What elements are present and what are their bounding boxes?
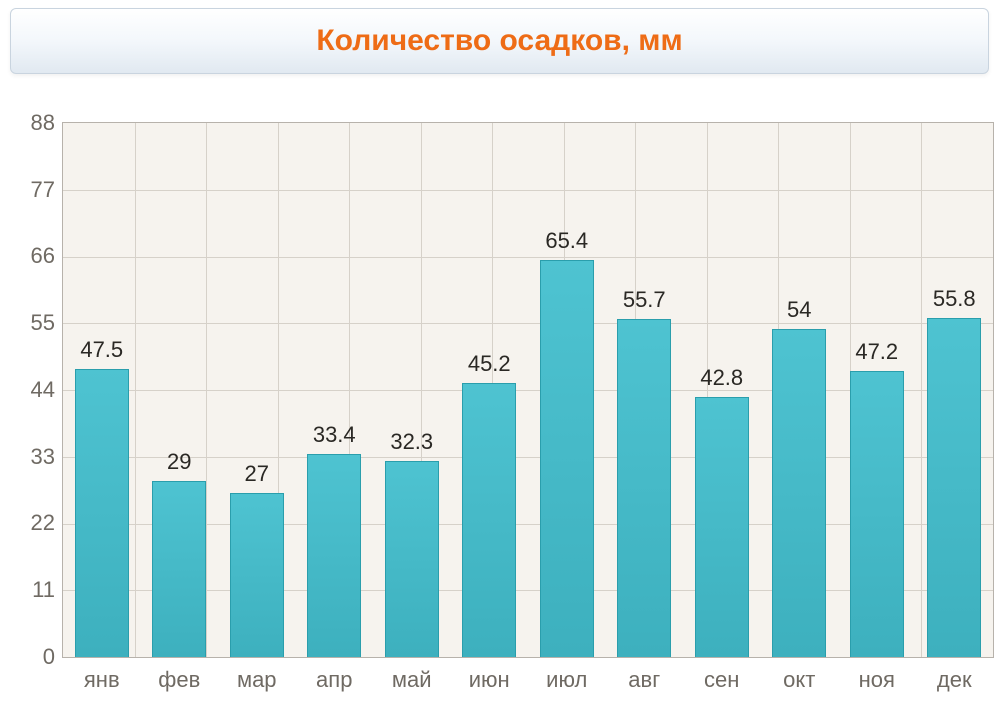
bar-value-label: 45.2: [451, 351, 529, 377]
bar-value-label: 65.4: [528, 228, 606, 254]
bar: [75, 369, 129, 657]
y-axis-tick-label: 88: [1, 110, 55, 136]
bar: [307, 454, 361, 657]
bar-value-label: 42.8: [683, 365, 761, 391]
bar-value-label: 47.2: [838, 339, 916, 365]
grid-line-vertical: [921, 123, 922, 657]
bar-value-label: 27: [218, 461, 296, 487]
x-axis-tick-label: окт: [761, 667, 839, 693]
x-axis-tick-label: янв: [63, 667, 141, 693]
y-axis-tick-label: 55: [1, 310, 55, 336]
bar: [927, 318, 981, 657]
bar: [695, 397, 749, 657]
bar-value-label: 32.3: [373, 429, 451, 455]
x-axis-tick-label: июн: [451, 667, 529, 693]
bar-value-label: 47.5: [63, 337, 141, 363]
y-axis-tick-label: 44: [1, 377, 55, 403]
bar: [230, 493, 284, 657]
x-axis-tick-label: мар: [218, 667, 296, 693]
bar: [617, 319, 671, 657]
grid-line-vertical: [135, 123, 136, 657]
y-axis-tick-label: 66: [1, 243, 55, 269]
x-axis-tick-label: сен: [683, 667, 761, 693]
chart-title-bar: Количество осадков, мм: [10, 8, 989, 74]
x-axis-tick-label: май: [373, 667, 451, 693]
bar: [462, 383, 516, 657]
bar: [152, 481, 206, 657]
bar-value-label: 29: [141, 449, 219, 475]
bar: [850, 371, 904, 657]
grid-line-horizontal: [63, 323, 993, 324]
x-axis-tick-label: авг: [606, 667, 684, 693]
y-axis-tick-label: 33: [1, 444, 55, 470]
bar: [385, 461, 439, 657]
bar-value-label: 33.4: [296, 422, 374, 448]
bar: [772, 329, 826, 657]
bar-value-label: 54: [761, 297, 839, 323]
bar-value-label: 55.8: [916, 286, 994, 312]
grid-line-horizontal: [63, 257, 993, 258]
x-axis-tick-label: дек: [916, 667, 994, 693]
y-axis-tick-label: 22: [1, 510, 55, 536]
y-axis-tick-label: 0: [1, 644, 55, 670]
x-axis-tick-label: ноя: [838, 667, 916, 693]
bar-value-label: 55.7: [606, 287, 684, 313]
x-axis-tick-label: июл: [528, 667, 606, 693]
grid-line-horizontal: [63, 190, 993, 191]
x-axis-tick-label: апр: [296, 667, 374, 693]
y-axis-tick-label: 77: [1, 177, 55, 203]
bar: [540, 260, 594, 657]
y-axis-tick-label: 11: [1, 577, 55, 603]
chart-plot-area: 0112233445566778847.5янв29фев27мар33.4ап…: [62, 122, 994, 658]
chart-title: Количество осадков, мм: [316, 24, 682, 58]
x-axis-tick-label: фев: [141, 667, 219, 693]
